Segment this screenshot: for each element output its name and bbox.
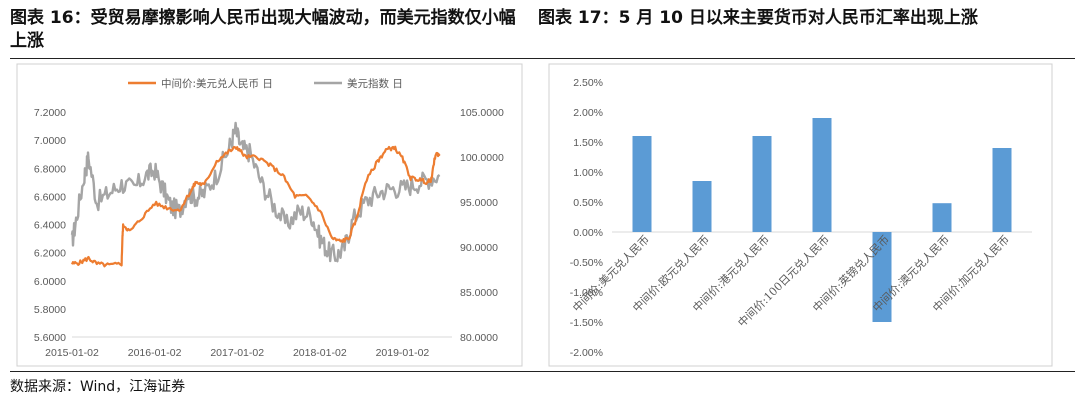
y-right-tick-label: 105.0000 <box>460 107 504 119</box>
line-chart: 5.6000 5.8000 6.0000 6.2000 6.4000 6.6000 6.80… <box>34 77 504 359</box>
bar <box>932 203 952 232</box>
y-left-tick-label: 6.4000 <box>34 220 66 232</box>
y-right-tick-label: 90.0000 <box>460 242 498 254</box>
bar <box>692 181 712 232</box>
bar-y-tick-label: 0.00% <box>573 227 603 239</box>
bar <box>752 136 772 232</box>
x-tick-label: 2017-01-02 <box>210 347 264 359</box>
bar-y-tick-label: -0.50% <box>570 257 603 269</box>
y-left-tick-label: 5.6000 <box>34 332 66 344</box>
bar <box>812 118 832 232</box>
bar-y-tick-label: 1.00% <box>573 167 603 179</box>
line-chart-panel <box>16 63 523 367</box>
y-left-tick-label: 7.2000 <box>34 107 66 119</box>
bar <box>992 148 1012 232</box>
y-left-tick-label: 6.2000 <box>34 248 66 260</box>
bar-chart-panel <box>548 63 1053 367</box>
y-right-tick-label: 100.0000 <box>460 152 504 164</box>
bar-y-tick-label: -1.00% <box>570 287 603 299</box>
y-left-tick-label: 7.0000 <box>34 135 66 147</box>
bar-y-tick-label: 2.00% <box>573 107 603 119</box>
bar <box>872 232 892 322</box>
x-tick-label: 2019-01-02 <box>376 347 430 359</box>
y-left-tick-label: 6.8000 <box>34 163 66 175</box>
y-right-tick-label: 95.0000 <box>460 197 498 209</box>
legend-label-usd-cny: 中间价:美元兑人民币 日 <box>161 77 273 90</box>
bar-y-tick-label: 2.50% <box>573 77 603 89</box>
header-divider <box>10 58 1075 59</box>
bar <box>632 136 652 232</box>
series-line-dollar-index <box>70 121 441 263</box>
footer-divider <box>10 371 1075 372</box>
y-right-tick-label: 85.0000 <box>460 287 498 299</box>
y-left-tick-label: 6.0000 <box>34 276 66 288</box>
x-tick-label: 2016-01-02 <box>128 347 182 359</box>
data-source-note: 数据来源：Wind，江海证券 <box>10 379 186 395</box>
legend-label-dollar-index: 美元指数 日 <box>347 77 403 90</box>
bar-y-tick-label: -1.50% <box>570 317 603 329</box>
x-tick-label: 2018-01-02 <box>293 347 347 359</box>
bar-y-tick-label: 0.50% <box>573 197 603 209</box>
bar-y-tick-label: 1.50% <box>573 137 603 149</box>
x-tick-label: 2015-01-02 <box>45 347 99 359</box>
bar-y-tick-label: -2.00% <box>570 347 603 359</box>
y-left-tick-label: 6.6000 <box>34 191 66 203</box>
y-right-tick-label: 80.0000 <box>460 332 498 344</box>
figure-16-title: 图表 16：受贸易摩擦影响人民币出现大幅波动，而美元指数仅小幅上涨 <box>10 8 516 51</box>
figure-17-title: 图表 17：5 月 10 日以来主要货币对人民币汇率出现上涨 <box>538 8 978 28</box>
y-left-tick-label: 5.8000 <box>34 304 66 316</box>
series-line-usd-cny <box>70 145 441 268</box>
